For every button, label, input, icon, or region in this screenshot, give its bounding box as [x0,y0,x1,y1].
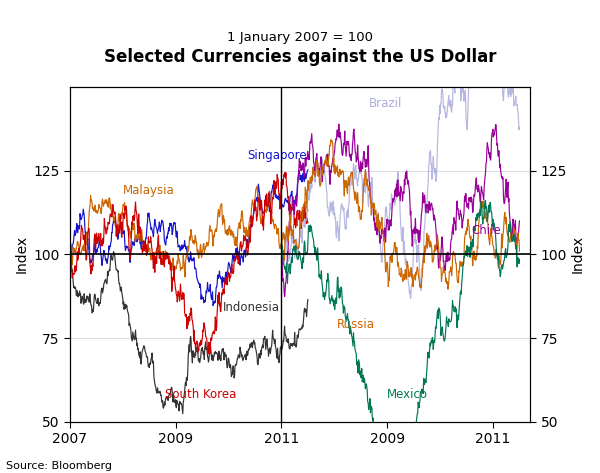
Y-axis label: Index: Index [571,236,585,273]
Text: Brazil: Brazil [369,97,402,110]
Text: Mexico: Mexico [387,388,428,401]
Text: Indonesia: Indonesia [223,301,280,315]
Text: Russia: Russia [337,318,375,331]
Text: Singapore: Singapore [247,149,307,162]
Title: Selected Currencies against the US Dollar: Selected Currencies against the US Dolla… [104,48,496,66]
Text: Chile: Chile [472,224,502,237]
Text: Source: Bloomberg: Source: Bloomberg [6,461,112,471]
Text: 1 January 2007 = 100: 1 January 2007 = 100 [227,31,373,44]
Y-axis label: Index: Index [15,236,29,273]
Text: Malaysia: Malaysia [123,184,175,197]
Text: South Korea: South Korea [165,388,236,401]
